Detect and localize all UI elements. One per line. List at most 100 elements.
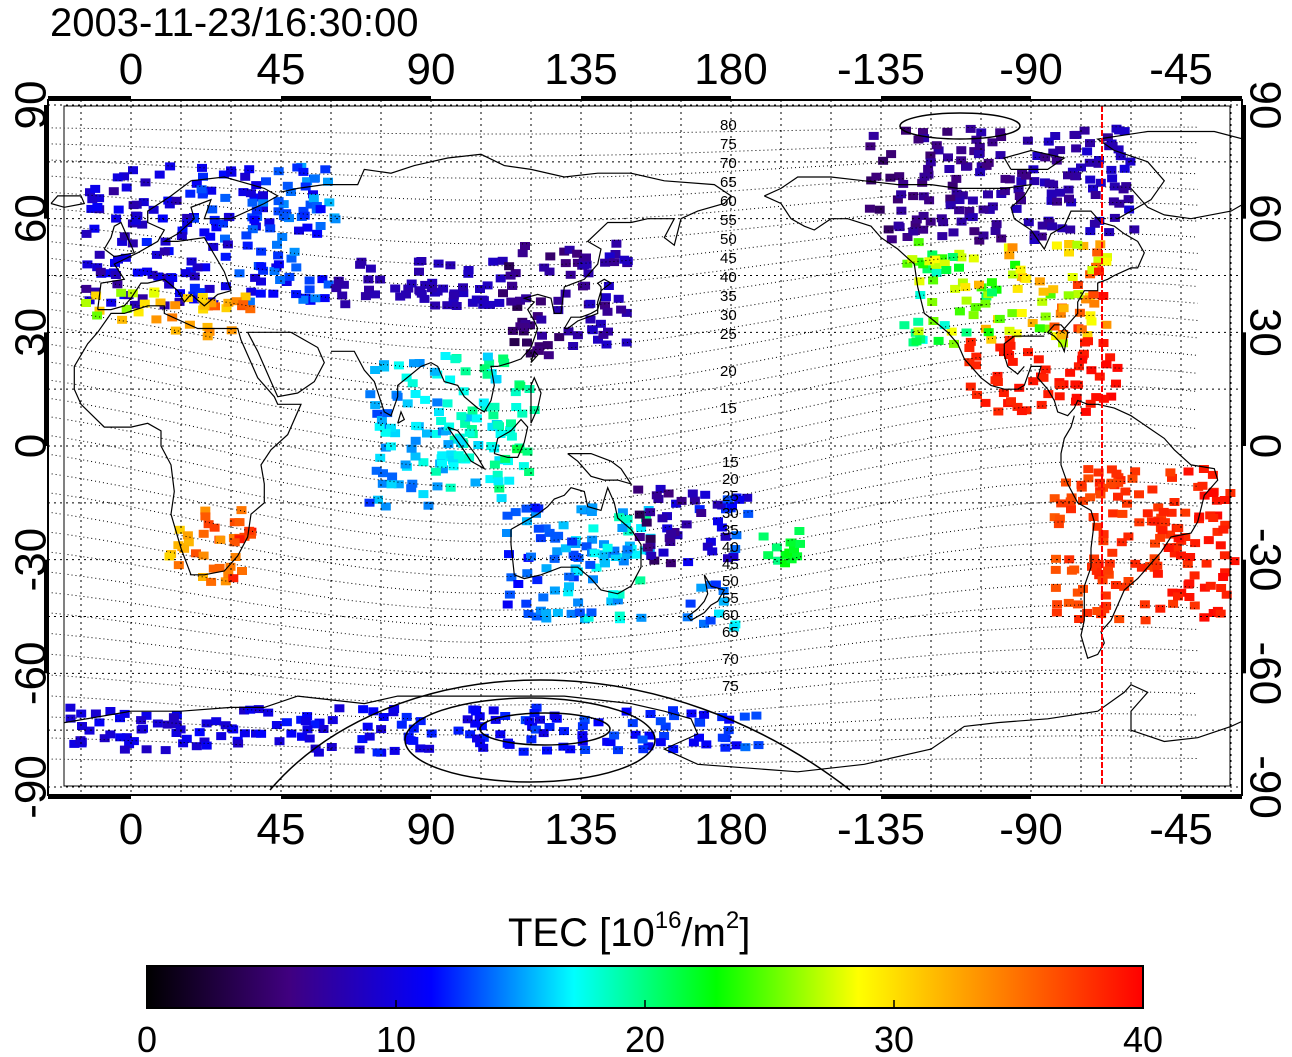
- tec-cell: [573, 567, 583, 576]
- tec-cell: [502, 511, 513, 520]
- tec-cell: [430, 429, 441, 438]
- tec-cell: [1169, 498, 1180, 506]
- tec-cell: [427, 284, 437, 293]
- tec-cell: [980, 398, 991, 407]
- tec-cell: [630, 550, 641, 559]
- tec-cell: [901, 126, 911, 135]
- tec-cell: [1216, 584, 1227, 592]
- tec-cell: [373, 495, 383, 504]
- contour-label: 25: [720, 326, 737, 343]
- tec-cell: [170, 326, 181, 335]
- tec-cell: [1208, 489, 1219, 497]
- coastline: [1046, 324, 1069, 354]
- contour-label: 70: [722, 651, 739, 668]
- x-tick-label-bottom: 90: [407, 805, 456, 854]
- tec-cell: [729, 623, 740, 632]
- tec-cell: [238, 188, 249, 197]
- tec-cell: [355, 260, 366, 269]
- tec-cell: [465, 730, 476, 739]
- tec-cell: [395, 292, 406, 301]
- tec-cell: [272, 240, 282, 249]
- tec-cell: [1104, 559, 1115, 568]
- tec-cell: [477, 295, 488, 304]
- tec-cell: [401, 290, 411, 299]
- tec-cell: [494, 456, 505, 465]
- tec-cell: [730, 545, 741, 553]
- tec-cell: [180, 269, 191, 278]
- tec-cell: [883, 225, 894, 234]
- tec-cell: [913, 135, 924, 144]
- tec-cell: [386, 423, 396, 432]
- tec-cell: [273, 260, 284, 269]
- tec-cell: [237, 567, 247, 575]
- tec-cell: [198, 573, 208, 581]
- tec-cell: [1093, 159, 1104, 168]
- tec-cell: [297, 732, 307, 741]
- tec-cell: [437, 451, 448, 460]
- tec-cell: [1049, 513, 1060, 522]
- tec-cell: [302, 223, 313, 232]
- tec-cell: [609, 731, 620, 740]
- tec-cell: [209, 215, 220, 224]
- tec-cell: [65, 714, 76, 723]
- tec-cell: [1088, 184, 1098, 193]
- tec-cell: [152, 719, 163, 728]
- tec-cell: [289, 247, 300, 256]
- tec-cell: [587, 326, 598, 335]
- tec-cell: [1063, 171, 1073, 180]
- x-tick-label-bottom: 135: [544, 805, 617, 854]
- tec-cell: [1066, 505, 1076, 514]
- tec-cell: [617, 524, 628, 532]
- tec-cell: [998, 389, 1009, 397]
- contour-label: 80: [720, 117, 737, 134]
- tec-cell: [531, 703, 542, 712]
- tec-cell: [996, 234, 1007, 243]
- tec-cell: [878, 156, 889, 165]
- tec-cell: [792, 552, 803, 561]
- tec-cell: [1061, 478, 1071, 487]
- tec-cell: [258, 204, 268, 213]
- x-tick-label-bottom: -90: [999, 805, 1063, 854]
- tec-cell: [1108, 509, 1119, 518]
- y-tick-label-left: 0: [7, 434, 56, 458]
- tec-cell: [1091, 393, 1102, 402]
- tec-cell: [544, 528, 555, 537]
- tec-cell: [606, 597, 617, 606]
- tec-cell: [215, 535, 226, 544]
- tec-cell: [522, 569, 533, 578]
- tec-cell: [986, 335, 997, 344]
- tec-cell: [1218, 525, 1229, 534]
- tec-cell: [162, 720, 173, 729]
- tec-cell: [509, 338, 520, 347]
- tec-cell: [482, 281, 493, 290]
- tec-cell: [136, 716, 147, 725]
- tec-cell: [242, 241, 253, 250]
- tec-cell: [1064, 194, 1074, 203]
- tec-cell: [933, 336, 944, 345]
- tec-cell: [409, 359, 419, 368]
- tec-cell: [944, 165, 955, 173]
- tec-cell: [1064, 248, 1074, 257]
- tec-cell: [199, 228, 210, 237]
- tec-cell: [658, 548, 669, 557]
- tec-cell: [608, 590, 619, 599]
- colorbar-ticks: 0 10 20 30 40: [137, 1000, 1163, 1057]
- tec-cell: [302, 725, 313, 734]
- tec-cell: [635, 576, 646, 585]
- tec-cell: [536, 315, 547, 324]
- tec-cell: [957, 191, 968, 200]
- tec-cell: [502, 739, 513, 748]
- tec-cell: [663, 489, 674, 498]
- tec-cell: [1119, 582, 1130, 591]
- tec-cell: [559, 247, 570, 256]
- tec-cell: [116, 288, 127, 297]
- tec-cell: [668, 706, 678, 715]
- tec-cell: [1043, 137, 1054, 146]
- tec-cell: [517, 249, 528, 258]
- tec-cell: [106, 298, 117, 307]
- tec-cell: [956, 217, 967, 226]
- tec-cell: [662, 524, 673, 533]
- tec-cell: [956, 156, 967, 165]
- tec-cell: [636, 524, 647, 533]
- tec-cell: [1033, 355, 1044, 364]
